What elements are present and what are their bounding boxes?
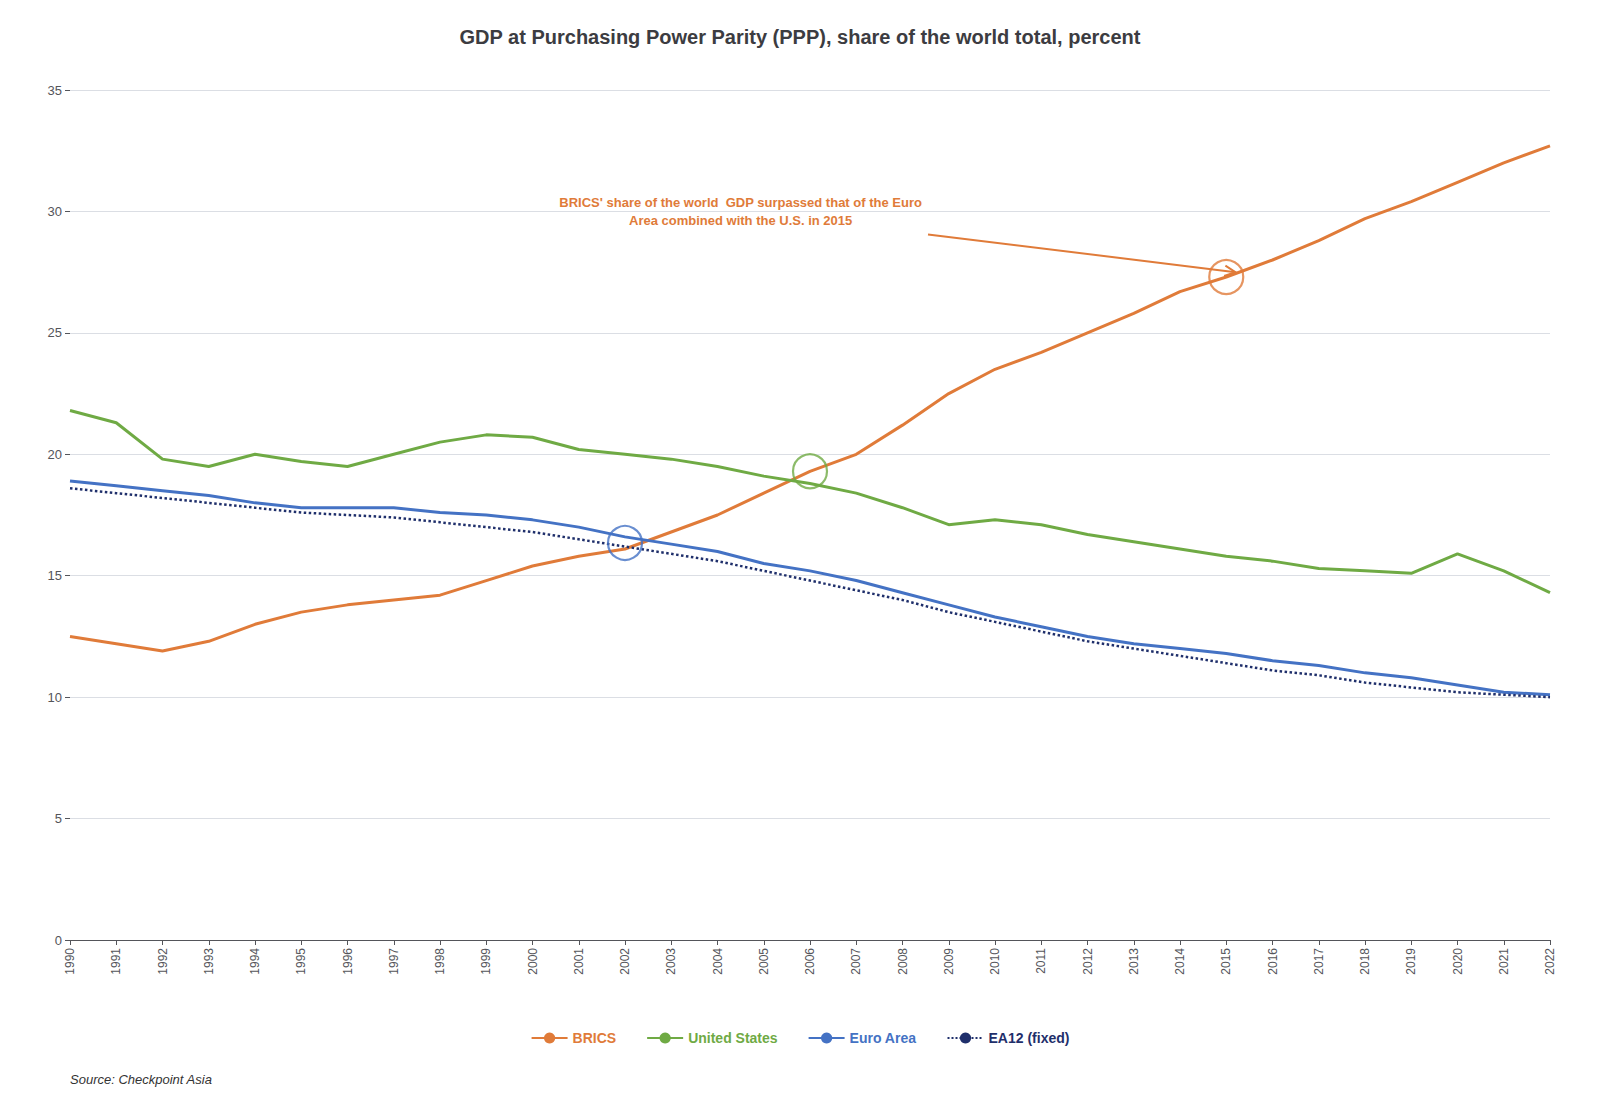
svg-text:2007: 2007: [849, 948, 863, 975]
svg-text:2013: 2013: [1127, 948, 1141, 975]
svg-text:2014: 2014: [1173, 948, 1187, 975]
svg-text:1998: 1998: [433, 948, 447, 975]
svg-text:2020: 2020: [1451, 948, 1465, 975]
svg-text:2015: 2015: [1219, 948, 1233, 975]
svg-text:2016: 2016: [1266, 948, 1280, 975]
svg-text:1991: 1991: [109, 948, 123, 975]
svg-text:2019: 2019: [1404, 948, 1418, 975]
svg-text:2021: 2021: [1497, 948, 1511, 975]
svg-text:1997: 1997: [387, 948, 401, 975]
svg-text:2022: 2022: [1543, 948, 1557, 975]
svg-text:1996: 1996: [341, 948, 355, 975]
svg-text:2004: 2004: [711, 948, 725, 975]
svg-text:United States: United States: [688, 1030, 778, 1046]
svg-text:2005: 2005: [757, 948, 771, 975]
svg-text:2000: 2000: [526, 948, 540, 975]
svg-text:35: 35: [48, 83, 62, 98]
svg-text:10: 10: [48, 690, 62, 705]
svg-text:15: 15: [48, 568, 62, 583]
svg-text:BRICS: BRICS: [573, 1030, 617, 1046]
svg-text:30: 30: [48, 204, 62, 219]
svg-text:2001: 2001: [572, 948, 586, 975]
svg-text:1999: 1999: [479, 948, 493, 975]
svg-text:2009: 2009: [942, 948, 956, 975]
svg-text:1995: 1995: [294, 948, 308, 975]
svg-text:2008: 2008: [896, 948, 910, 975]
svg-text:1994: 1994: [248, 948, 262, 975]
svg-text:2003: 2003: [664, 948, 678, 975]
svg-text:0: 0: [55, 933, 62, 948]
svg-text:Euro Area: Euro Area: [850, 1030, 917, 1046]
svg-text:1990: 1990: [63, 948, 77, 975]
svg-text:2006: 2006: [803, 948, 817, 975]
svg-text:2011: 2011: [1034, 948, 1048, 974]
svg-text:2017: 2017: [1312, 948, 1326, 975]
svg-text:5: 5: [55, 811, 62, 826]
svg-text:GDP at Purchasing Power Parity: GDP at Purchasing Power Parity (PPP), sh…: [460, 26, 1141, 48]
svg-text:2012: 2012: [1081, 948, 1095, 975]
svg-text:20: 20: [48, 447, 62, 462]
svg-text:25: 25: [48, 325, 62, 340]
svg-text:Source: Checkpoint Asia: Source: Checkpoint Asia: [70, 1072, 212, 1087]
svg-text:1992: 1992: [156, 948, 170, 975]
svg-text:2002: 2002: [618, 948, 632, 975]
svg-text:BRICS' share of the world GDP: BRICS' share of the world GDP surpassed …: [559, 195, 922, 210]
svg-text:2018: 2018: [1358, 948, 1372, 975]
svg-text:1993: 1993: [202, 948, 216, 975]
svg-text:2010: 2010: [988, 948, 1002, 975]
svg-text:EA12 (fixed): EA12 (fixed): [989, 1030, 1070, 1046]
svg-text:Area combined with the U.S. in: Area combined with the U.S. in 2015: [629, 213, 852, 228]
